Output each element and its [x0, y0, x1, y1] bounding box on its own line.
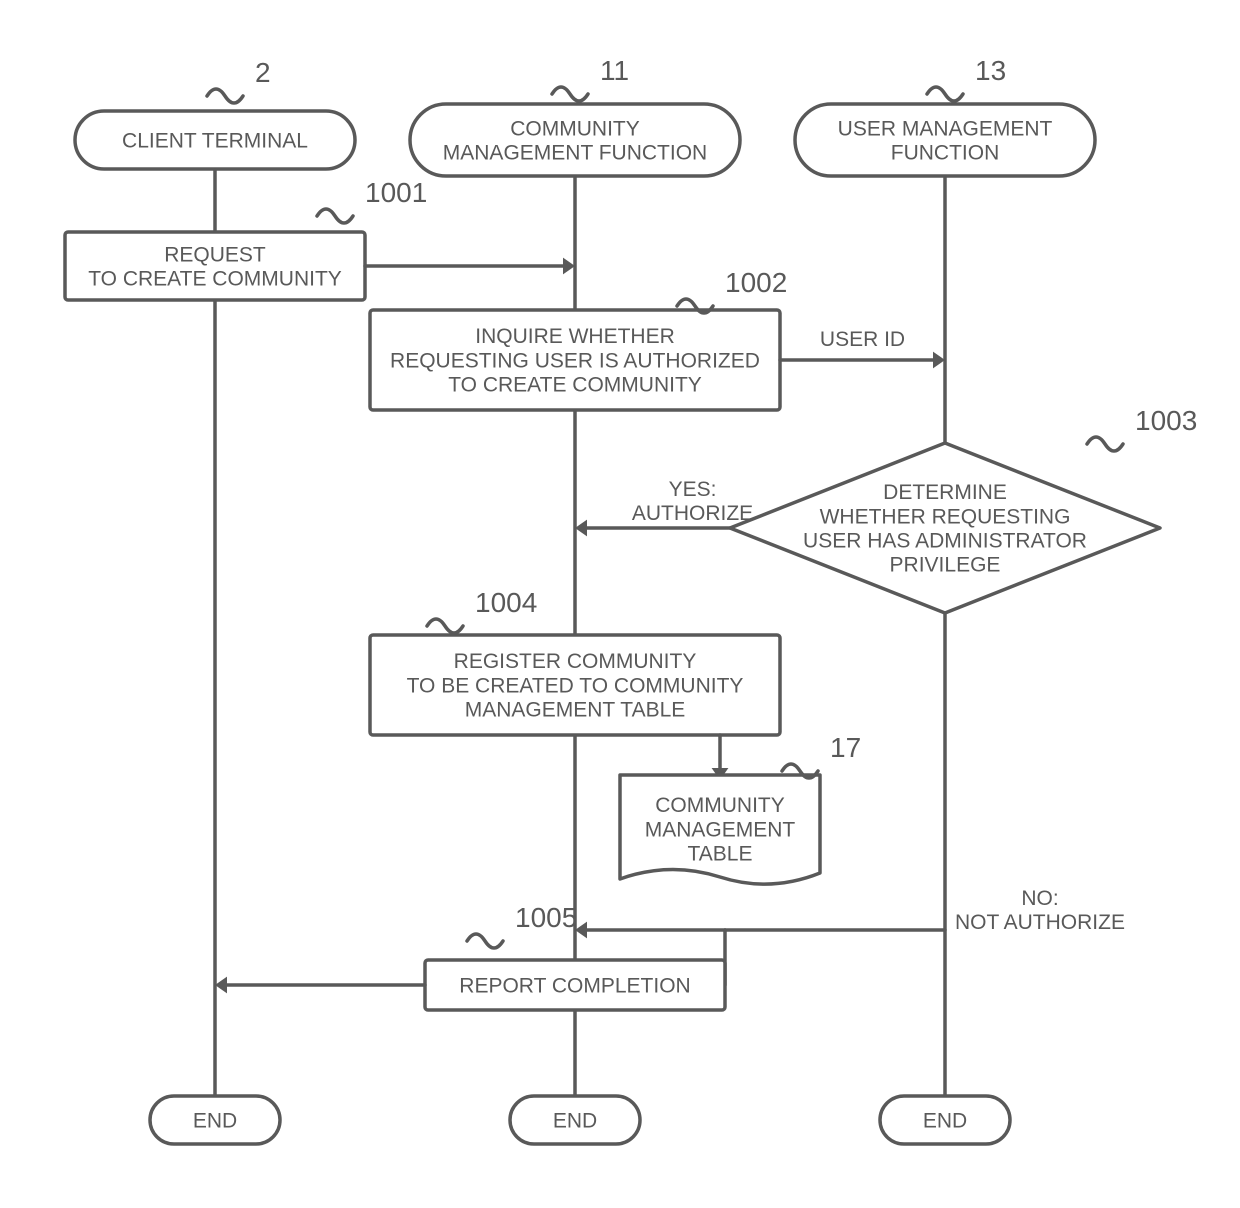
svg-text:11: 11 — [600, 55, 629, 86]
svg-text:CLIENT TERMINAL: CLIENT TERMINAL — [122, 129, 308, 152]
svg-text:END: END — [193, 1109, 237, 1132]
svg-text:1002: 1002 — [725, 267, 787, 298]
svg-text:END: END — [553, 1109, 597, 1132]
svg-text:USER ID: USER ID — [820, 328, 905, 351]
svg-text:END: END — [923, 1109, 967, 1132]
svg-text:1005: 1005 — [515, 902, 577, 933]
svg-text:REPORT COMPLETION: REPORT COMPLETION — [459, 974, 690, 997]
svg-text:13: 13 — [975, 55, 1006, 86]
svg-text:17: 17 — [830, 732, 861, 763]
svg-text:1004: 1004 — [475, 587, 537, 618]
svg-text:2: 2 — [255, 57, 271, 88]
svg-text:1003: 1003 — [1135, 405, 1197, 436]
svg-text:1001: 1001 — [365, 177, 427, 208]
flowchart: CLIENT TERMINAL2COMMUNITYMANAGEMENT FUNC… — [0, 0, 1240, 1203]
